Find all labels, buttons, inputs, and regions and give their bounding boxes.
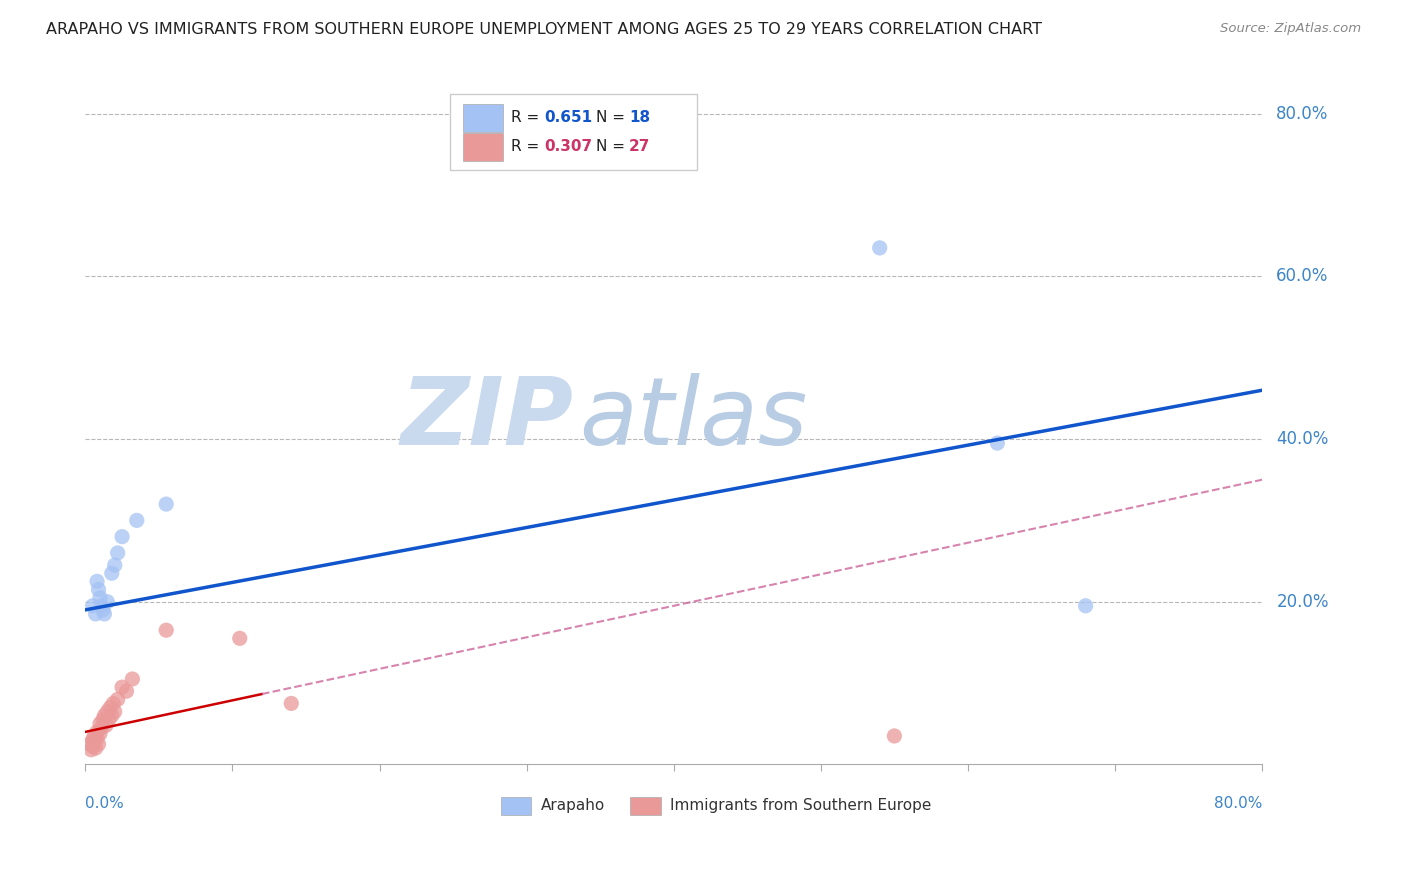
Point <box>86 574 108 589</box>
Text: atlas: atlas <box>579 373 808 464</box>
Point <box>155 497 177 511</box>
Point <box>93 607 115 621</box>
Text: 80.0%: 80.0% <box>1277 104 1329 123</box>
Point <box>93 708 115 723</box>
Point <box>96 705 118 719</box>
Point <box>91 713 114 727</box>
Text: ZIP: ZIP <box>401 373 574 465</box>
Point <box>91 603 114 617</box>
Point <box>103 697 125 711</box>
Text: Source: ZipAtlas.com: Source: ZipAtlas.com <box>1220 22 1361 36</box>
Point <box>82 739 104 754</box>
Point <box>82 733 104 747</box>
Text: 0.0%: 0.0% <box>86 796 124 811</box>
Text: 0.307: 0.307 <box>544 139 592 154</box>
Point <box>82 599 104 613</box>
Point <box>104 558 127 573</box>
Point <box>83 729 105 743</box>
Point <box>101 566 124 581</box>
FancyBboxPatch shape <box>463 133 503 161</box>
Point <box>107 692 129 706</box>
Text: N =: N = <box>596 111 630 126</box>
Point <box>229 632 252 646</box>
Point <box>84 741 107 756</box>
Point <box>125 513 148 527</box>
Text: 80.0%: 80.0% <box>1213 796 1263 811</box>
Text: 20.0%: 20.0% <box>1277 592 1329 611</box>
Point <box>94 718 117 732</box>
Point <box>90 721 112 735</box>
Point <box>89 591 111 605</box>
Text: R =: R = <box>512 139 544 154</box>
Point <box>86 731 108 746</box>
Text: ARAPAHO VS IMMIGRANTS FROM SOUTHERN EUROPE UNEMPLOYMENT AMONG AGES 25 TO 29 YEAR: ARAPAHO VS IMMIGRANTS FROM SOUTHERN EURO… <box>46 22 1042 37</box>
Text: Arapaho: Arapaho <box>541 798 605 814</box>
Point <box>104 705 127 719</box>
Point <box>280 697 302 711</box>
Text: 60.0%: 60.0% <box>1277 268 1329 285</box>
Point <box>83 734 105 748</box>
Point <box>87 737 110 751</box>
Point <box>111 530 134 544</box>
Text: 27: 27 <box>628 139 651 154</box>
Text: N =: N = <box>596 139 630 154</box>
Point <box>89 726 111 740</box>
Point <box>869 241 891 255</box>
Point <box>90 599 112 613</box>
Point <box>101 708 124 723</box>
FancyBboxPatch shape <box>450 94 697 169</box>
Point <box>121 672 143 686</box>
Point <box>986 436 1008 450</box>
Text: 18: 18 <box>628 111 650 126</box>
Text: 40.0%: 40.0% <box>1277 430 1329 448</box>
Point <box>97 713 120 727</box>
Point <box>89 716 111 731</box>
Point <box>84 607 107 621</box>
FancyBboxPatch shape <box>501 797 531 815</box>
Point <box>1074 599 1097 613</box>
FancyBboxPatch shape <box>463 104 503 132</box>
Point <box>98 700 121 714</box>
FancyBboxPatch shape <box>630 797 661 815</box>
Point <box>79 737 101 751</box>
Text: 0.651: 0.651 <box>544 111 592 126</box>
Point <box>883 729 905 743</box>
Point <box>115 684 138 698</box>
Point <box>107 546 129 560</box>
Point <box>86 724 108 739</box>
Point <box>96 595 118 609</box>
Text: Immigrants from Southern Europe: Immigrants from Southern Europe <box>671 798 932 814</box>
Point <box>155 624 177 638</box>
Point <box>87 582 110 597</box>
Point <box>80 743 103 757</box>
Point <box>111 680 134 694</box>
Text: R =: R = <box>512 111 544 126</box>
